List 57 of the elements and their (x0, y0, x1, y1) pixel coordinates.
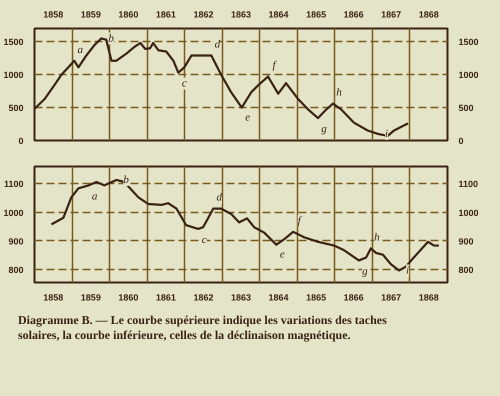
annotation: g (321, 123, 328, 136)
x-tick-label: 1860 (118, 292, 138, 302)
y-tick-label: 1000 (3, 70, 24, 80)
annotation: d (216, 192, 222, 204)
annotation: b (108, 32, 114, 44)
annotation: h (336, 86, 342, 99)
x-tick-label: 1868 (418, 10, 439, 20)
text: Diagramme B. — Le courbe supérieure indique les variations des taches solaires, la courbe inférieure, celles de la déclinaison magnétique. (18, 313, 388, 343)
y-tick-label: 1000 (3, 208, 24, 218)
annotation: g (362, 265, 368, 278)
x-tick-label: 1866 (344, 292, 364, 302)
annotation: d (214, 38, 221, 51)
annotation: i (406, 264, 410, 276)
x-tick-label: 1865 (306, 10, 326, 20)
x-tick-label: 1863 (230, 292, 252, 302)
y2-tick-label: 1000 (458, 70, 479, 80)
annotation: h (374, 231, 380, 244)
x-tick-label: 1863 (230, 10, 252, 20)
y2-tick-label: 1500 (458, 37, 479, 48)
x-tick-label: 1859 (80, 10, 101, 20)
annotation: e (280, 248, 285, 261)
annotation: a (92, 190, 98, 202)
annotation: i (385, 128, 388, 140)
x-tick-label: 1867 (381, 292, 402, 302)
annotation: f (272, 60, 278, 72)
y2-tick-label: 1100 (458, 179, 478, 190)
y2-tick-label: 900 (458, 236, 474, 246)
x-tick-label: 1865 (306, 292, 326, 302)
x-tick-label: 1864 (268, 292, 289, 302)
annotation: f (298, 214, 303, 227)
x-tick-label: 1866 (344, 10, 364, 20)
annotation: a (78, 44, 84, 56)
y-tick-label: 800 (8, 265, 24, 276)
x-tick-label: 1868 (418, 292, 439, 302)
y-tick-label: 0 (18, 136, 24, 146)
x-tick-label: 1864 (268, 10, 289, 20)
annotation: b (123, 174, 130, 186)
y2-tick-label: 1000 (458, 208, 479, 218)
y-tick-label: 1500 (3, 37, 24, 48)
x-tick-label: 1861 (156, 292, 176, 302)
x-tick-label: 1861 (156, 10, 176, 20)
x-tick-label: 1862 (193, 292, 214, 302)
x-tick-label: 1860 (118, 10, 138, 20)
x-tick-label: 1858 (43, 10, 64, 20)
x-tick-label: 1862 (193, 10, 214, 20)
y2-tick-label: 0 (458, 136, 464, 146)
y-tick-label: 500 (8, 103, 24, 114)
annotation: c (202, 234, 207, 246)
annotation: e (245, 112, 250, 124)
y-tick-label: 1100 (4, 179, 24, 190)
x-tick-label: 1859 (80, 292, 101, 302)
y2-tick-label: 800 (458, 265, 474, 276)
x-tick-label: 1858 (43, 292, 64, 302)
y2-tick-label: 500 (458, 103, 474, 114)
y-tick-label: 900 (8, 236, 24, 246)
annotation: c (182, 78, 187, 90)
x-tick-label: 1867 (381, 10, 402, 20)
